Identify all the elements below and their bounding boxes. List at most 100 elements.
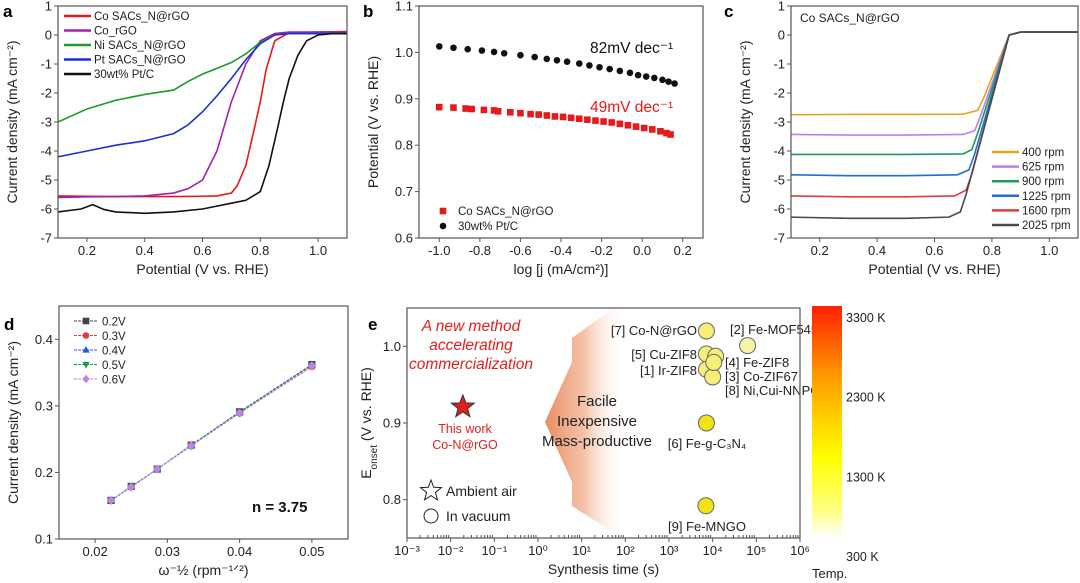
data-point-circle <box>697 497 715 515</box>
data-point-co-sacs-n-rgo <box>575 115 583 123</box>
data-point-30wt-pt-c <box>586 62 593 69</box>
x-tick-label: 10⁴ <box>703 543 723 558</box>
tafel-slope-annotation: 82mV dec⁻¹ <box>590 40 673 57</box>
legend-label: 1600 rpm <box>1022 205 1071 217</box>
data-point-co-sacs-n-rgo <box>640 124 648 132</box>
data-point-0-6v <box>107 495 115 506</box>
data-point-circle <box>739 337 757 355</box>
arrow-text: Mass-productive <box>542 433 652 450</box>
y-tick-label: -5 <box>773 173 785 188</box>
data-point-30wt-pt-c <box>450 44 457 52</box>
data-point-30wt-pt-c <box>575 60 583 67</box>
data-point-30wt-pt-c <box>606 65 613 73</box>
panel-letter: a <box>3 2 13 21</box>
y-axis-label: Current density (mA cm⁻²) <box>5 341 21 504</box>
legend-label: 625 rpm <box>1022 162 1064 174</box>
temperature-colorbar <box>812 306 842 538</box>
plot-area <box>545 308 757 538</box>
plot-area <box>791 31 1078 220</box>
legend-label: 0.3V <box>102 331 126 343</box>
y-tick-label: 0.3 <box>35 398 53 413</box>
y-tick-label: -7 <box>773 231 785 246</box>
y-tick-label: 0.9 <box>383 416 401 431</box>
data-point-30wt-pt-c <box>490 48 498 56</box>
x-tick-label: 10¹ <box>572 543 591 558</box>
x-tick-label: -0.2 <box>590 243 612 258</box>
legend-label: 0.4V <box>102 346 126 358</box>
data-point-30wt-pt-c <box>500 50 508 57</box>
x-tick-label: -0.6 <box>509 243 531 258</box>
this-work-star-marker <box>450 393 476 418</box>
data-point-label: [4] Fe-ZIF8 <box>725 355 789 370</box>
data-point-co-sacs-n-rgo <box>667 131 674 138</box>
y-tick-label: 1.1 <box>395 0 413 14</box>
data-point-0-6v <box>127 482 136 492</box>
data-point-0-6v <box>235 408 244 418</box>
x-tick-label: 1.0 <box>1040 243 1058 258</box>
x-axis-label: Potential (V vs. RHE) <box>136 261 268 277</box>
data-point-30wt-pt-c <box>464 45 471 53</box>
panel-a: a 0.2 0.4 0.6 0.8 1.0 -7 -6 -5 -4 -3 -2 -1 0 1 Potentia… <box>3 0 348 277</box>
arrow-text: Inexpensive <box>557 413 637 430</box>
legend-label: 30wt% Pt/C <box>94 69 154 81</box>
tafel-slope-annotation: 49mV dec⁻¹ <box>590 99 673 116</box>
series-line-900-rpm <box>791 31 1078 156</box>
legend-label: Ni SACs_N@rGO <box>94 40 186 52</box>
y-tick-label: 0.8 <box>395 138 413 153</box>
panel-b: b -1.0 -0.8 -0.6 -0.4 -0.2 0.0 0.2 0.6 0.7 0.8 0.9 1… <box>363 0 704 277</box>
data-point-circle <box>697 414 715 432</box>
y-tick-label: -1 <box>40 57 52 72</box>
y-axis-label: Eonset (V vs. RHE) <box>358 367 380 479</box>
x-tick-label: -0.4 <box>550 243 572 258</box>
y-tick-label: 1 <box>778 0 785 14</box>
x-tick-label: 0.2 <box>78 243 96 258</box>
data-point-co-sacs-n-rgo <box>657 127 664 135</box>
y-tick-label: 0.4 <box>35 332 53 347</box>
x-axis-label: Synthesis time (s) <box>548 561 659 577</box>
data-point-30wt-pt-c <box>642 73 650 80</box>
legend-star-icon <box>419 478 443 502</box>
arrow-text: Facile <box>577 393 617 410</box>
data-point-label: [6] Fe-g-C₃N₄ <box>668 436 747 451</box>
x-tick-label: -0.8 <box>469 243 491 258</box>
axes-frame <box>790 5 1079 239</box>
left-arrow-shape <box>545 308 625 538</box>
x-tick-label: 10⁻² <box>438 543 464 558</box>
y-tick-label: 1.0 <box>383 339 401 354</box>
series-line-0-6v <box>110 365 313 501</box>
legend-label: 30wt% Pt/C <box>458 221 518 233</box>
data-point-co-sacs-n-rgo <box>494 108 502 115</box>
data-point-label: [3] Co-ZIF67 <box>725 369 798 384</box>
plot-area <box>435 43 678 138</box>
data-point-30wt-pt-c <box>665 78 672 85</box>
data-point-co-sacs-n-rgo <box>462 105 469 112</box>
series-line-30wt-pt-c <box>58 32 347 215</box>
data-point-co-sacs-n-rgo <box>527 110 534 118</box>
data-point-co-sacs-n-rgo <box>567 114 575 122</box>
panel-letter: c <box>724 2 733 21</box>
x-tick-label: 0.8 <box>983 243 1001 258</box>
legend-marker <box>82 374 90 384</box>
data-point-co-sacs-n-rgo <box>616 120 624 128</box>
x-tick-label: 0.2 <box>811 243 829 258</box>
legend-label: 0.2V <box>102 317 126 329</box>
x-tick-label: 10⁵ <box>746 543 766 558</box>
data-point-30wt-pt-c <box>616 67 624 75</box>
data-point-co-sacs-n-rgo <box>663 129 670 137</box>
legend-label: 1225 rpm <box>1022 191 1071 203</box>
this-work-label: This work <box>438 422 492 436</box>
data-point-30wt-pt-c <box>626 69 634 77</box>
data-point-co-sacs-n-rgo <box>648 126 656 133</box>
y-axis-label-part: (V vs. RHE) <box>358 367 374 445</box>
plot-area <box>58 30 347 215</box>
axes-frame <box>58 305 349 540</box>
y-tick-label: -2 <box>773 86 785 101</box>
data-point-co-sacs-n-rgo <box>535 111 542 118</box>
data-point-0-6v <box>187 441 196 451</box>
series-line-400-rpm <box>791 31 1078 116</box>
y-tick-label: 0.9 <box>395 91 413 106</box>
x-tick-label: 0.8 <box>251 243 269 258</box>
data-point-co-sacs-n-rgo <box>632 123 640 130</box>
data-point-circle <box>705 353 723 371</box>
